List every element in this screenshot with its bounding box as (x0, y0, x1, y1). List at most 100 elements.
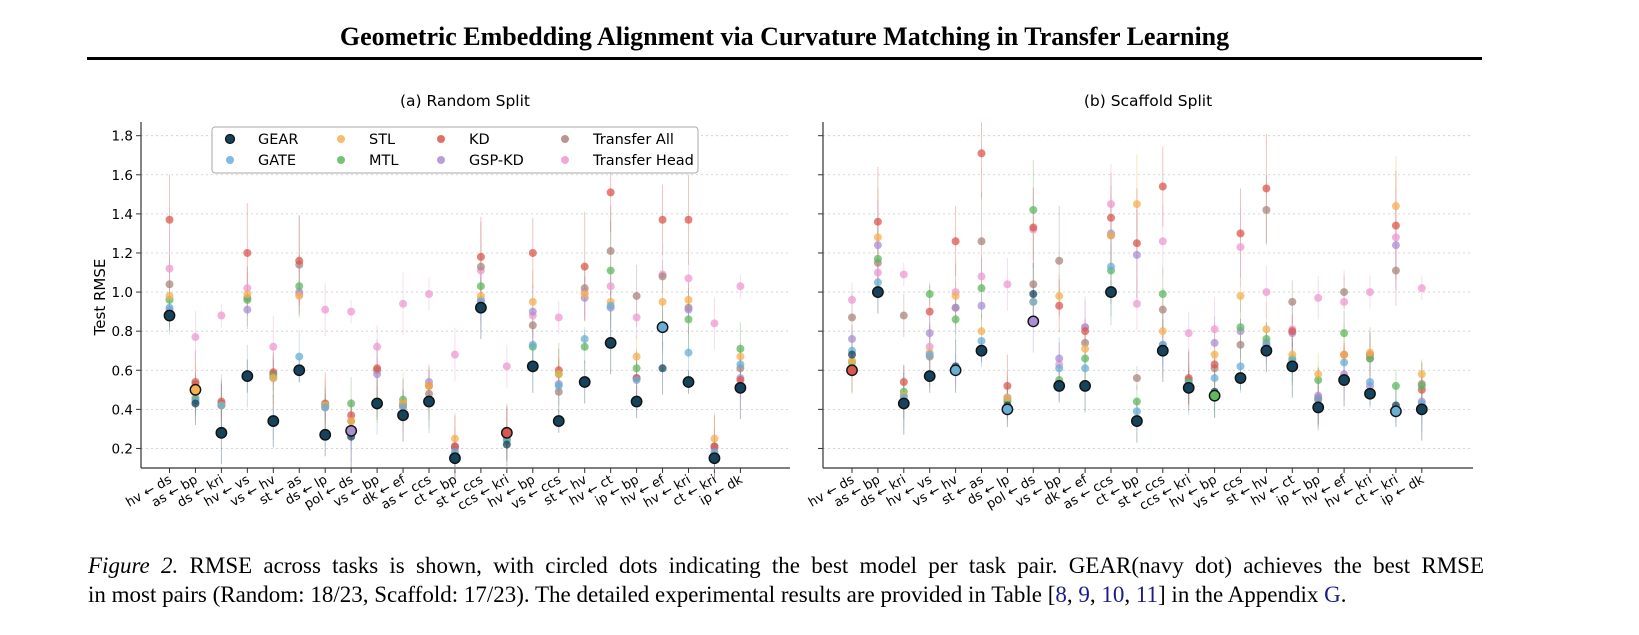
table-ref-link[interactable]: 8 (1055, 582, 1067, 607)
data-point (1158, 305, 1167, 314)
data-point (347, 307, 356, 316)
appendix-ref-link[interactable]: G (1324, 582, 1341, 607)
data-point (1314, 395, 1323, 404)
legend-label: STL (369, 132, 395, 148)
data-point (580, 334, 589, 343)
data-point (873, 217, 882, 226)
data-point (977, 301, 986, 310)
data-point (1314, 370, 1323, 379)
data-point (658, 297, 667, 306)
table-ref-link[interactable]: 11 (1135, 582, 1159, 607)
best-point (1260, 344, 1273, 357)
data-point (848, 334, 856, 343)
data-point (736, 352, 745, 361)
caption-text-2b: ] in the Appendix (1158, 582, 1325, 607)
data-point (710, 434, 719, 443)
legend: GEAR GATE STL MTL KD GSP-KD Transfer All Transf… (211, 126, 699, 174)
data-point (977, 327, 986, 336)
data-point (217, 401, 226, 410)
data-point (191, 377, 200, 386)
data-point (606, 266, 615, 275)
best-point (1338, 374, 1351, 386)
best-point (371, 397, 383, 410)
data-point (1132, 397, 1141, 406)
data-point (925, 329, 934, 338)
data-point (873, 254, 882, 263)
data-point (684, 295, 693, 304)
data-point (1132, 407, 1141, 416)
data-point (684, 348, 693, 357)
data-point (554, 381, 563, 390)
best-point (189, 383, 202, 396)
best-point (215, 426, 228, 439)
y-tick-label: 0.8 (112, 324, 133, 340)
data-point (951, 315, 960, 324)
data-point (1340, 350, 1349, 359)
data-point (658, 215, 667, 224)
data-point (1055, 291, 1064, 300)
data-point (1262, 325, 1271, 334)
data-point (1210, 360, 1219, 369)
best-point (656, 321, 669, 334)
best-point (293, 364, 306, 377)
table-ref-link[interactable]: 10 (1101, 582, 1125, 607)
data-point (899, 270, 908, 279)
best-point (923, 370, 936, 383)
data-point (684, 305, 693, 314)
data-point (580, 290, 589, 299)
data-point (243, 290, 252, 299)
data-point (476, 262, 485, 271)
data-point (977, 237, 986, 246)
best-point (1364, 387, 1376, 400)
data-point (528, 307, 537, 316)
data-point (1340, 329, 1349, 338)
data-point (848, 313, 856, 322)
legend-marker (337, 156, 345, 164)
data-point (1314, 376, 1323, 385)
data-point (1107, 200, 1115, 209)
data-point (632, 352, 641, 361)
data-point (1107, 262, 1115, 271)
data-point (1391, 381, 1400, 390)
caption-text-1: RMSE across tasks is shown, with circled… (189, 553, 1485, 578)
table-ref-link[interactable]: 9 (1078, 582, 1090, 607)
data-point (476, 282, 485, 291)
data-point (347, 417, 356, 426)
data-point (295, 291, 304, 300)
data-point (1158, 290, 1167, 299)
figure-caption-line-2: in most pairs (Random: 18/23, Scaffold: … (88, 582, 1347, 607)
data-point (1158, 327, 1167, 336)
data-point (658, 272, 667, 281)
best-point (500, 426, 513, 439)
data-point (1081, 338, 1090, 347)
best-point (630, 395, 643, 408)
legend-marker (561, 156, 569, 164)
y-tick-label: 1.2 (112, 246, 133, 262)
legend-label: KD (469, 132, 490, 148)
best-point (1105, 286, 1117, 298)
data-point (165, 303, 174, 312)
data-point (528, 321, 537, 330)
data-point (1029, 280, 1038, 289)
data-point (684, 215, 693, 224)
data-point (736, 282, 745, 291)
data-point (528, 297, 537, 306)
data-point (606, 282, 615, 291)
data-point (873, 241, 882, 250)
data-point (1340, 297, 1349, 306)
y-tick-label: 0.4 (112, 402, 133, 418)
data-point (1288, 350, 1297, 359)
best-point (1234, 372, 1247, 384)
data-point (321, 403, 330, 412)
caption-text-2a: in most pairs (Random: 18/23, Scaffold: … (88, 582, 1056, 607)
data-point (1366, 288, 1374, 297)
data-point (1288, 327, 1297, 336)
best-point (449, 452, 461, 465)
data-point (1029, 205, 1038, 214)
data-point (165, 280, 174, 289)
best-point (1286, 360, 1299, 373)
best-point (423, 395, 435, 408)
data-point (1391, 202, 1400, 211)
data-point (1391, 221, 1400, 230)
